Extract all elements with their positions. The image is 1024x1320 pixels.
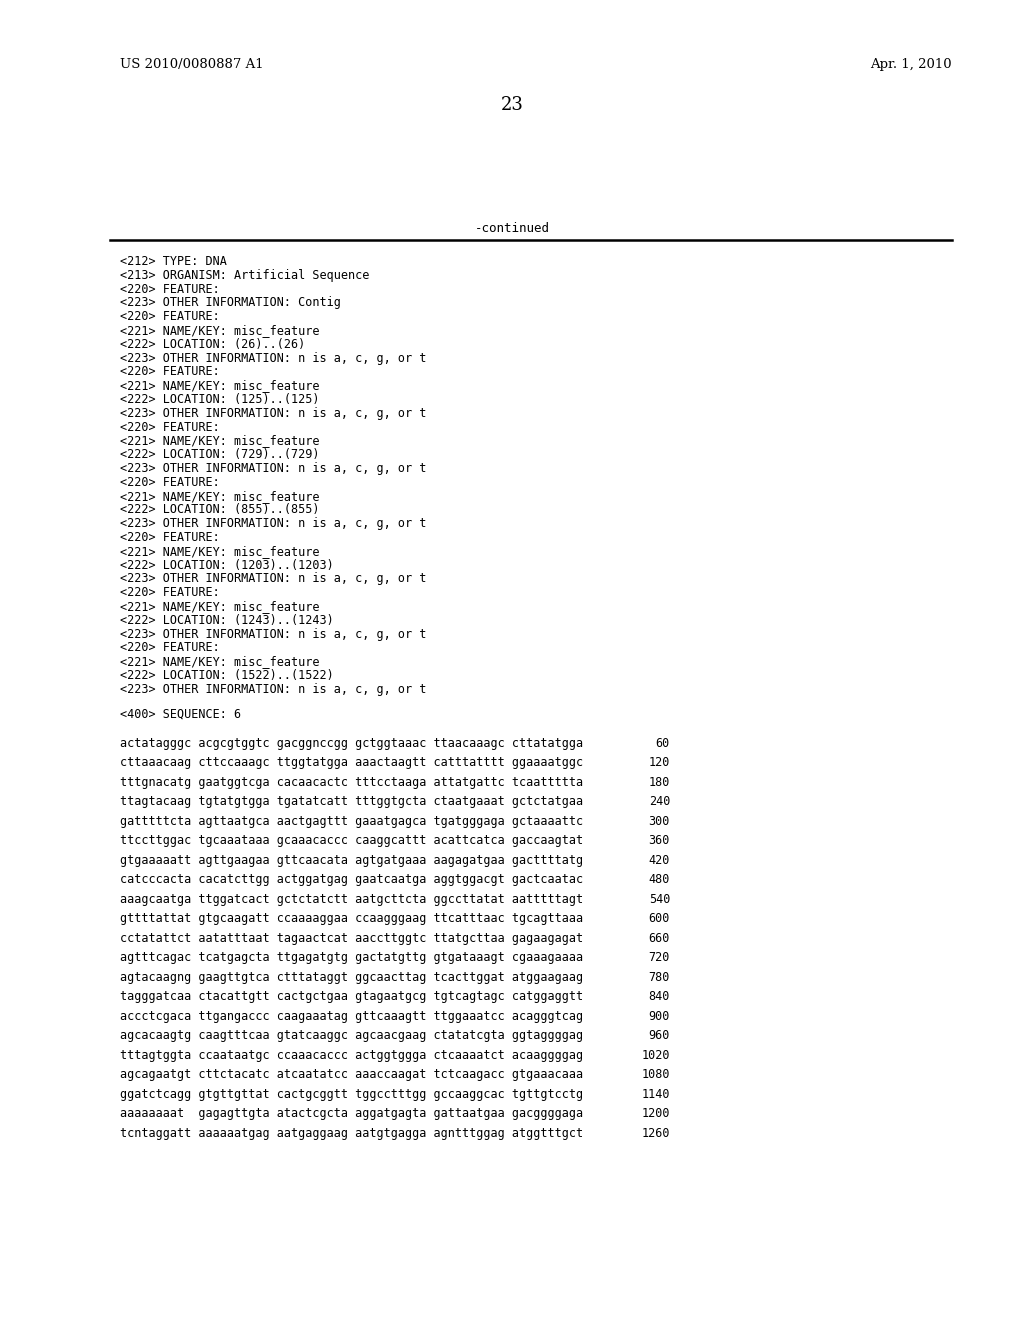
- Text: <223> OTHER INFORMATION: n is a, c, g, or t: <223> OTHER INFORMATION: n is a, c, g, o…: [120, 407, 426, 420]
- Text: agtacaagng gaagttgtca ctttataggt ggcaacttag tcacttggat atggaagaag: agtacaagng gaagttgtca ctttataggt ggcaact…: [120, 970, 583, 983]
- Text: <221> NAME/KEY: misc_feature: <221> NAME/KEY: misc_feature: [120, 545, 319, 558]
- Text: 660: 660: [648, 932, 670, 945]
- Text: tttgnacatg gaatggtcga cacaacactc tttcctaaga attatgattc tcaattttta: tttgnacatg gaatggtcga cacaacactc tttccta…: [120, 776, 583, 788]
- Text: <220> FEATURE:: <220> FEATURE:: [120, 421, 220, 433]
- Text: <223> OTHER INFORMATION: Contig: <223> OTHER INFORMATION: Contig: [120, 297, 341, 309]
- Text: gttttattat gtgcaagatt ccaaaaggaa ccaagggaag ttcatttaac tgcagttaaa: gttttattat gtgcaagatt ccaaaaggaa ccaaggg…: [120, 912, 583, 925]
- Text: <223> OTHER INFORMATION: n is a, c, g, or t: <223> OTHER INFORMATION: n is a, c, g, o…: [120, 351, 426, 364]
- Text: cttaaacaag cttccaaagc ttggtatgga aaactaagtt catttatttt ggaaaatggc: cttaaacaag cttccaaagc ttggtatgga aaactaa…: [120, 756, 583, 770]
- Text: 180: 180: [648, 776, 670, 788]
- Text: 780: 780: [648, 970, 670, 983]
- Text: <220> FEATURE:: <220> FEATURE:: [120, 642, 220, 655]
- Text: <221> NAME/KEY: misc_feature: <221> NAME/KEY: misc_feature: [120, 434, 319, 447]
- Text: 720: 720: [648, 952, 670, 964]
- Text: tcntaggatt aaaaaatgag aatgaggaag aatgtgagga agntttggag atggtttgct: tcntaggatt aaaaaatgag aatgaggaag aatgtga…: [120, 1126, 583, 1139]
- Text: <223> OTHER INFORMATION: n is a, c, g, or t: <223> OTHER INFORMATION: n is a, c, g, o…: [120, 462, 426, 475]
- Text: 480: 480: [648, 873, 670, 886]
- Text: Apr. 1, 2010: Apr. 1, 2010: [870, 58, 952, 71]
- Text: 240: 240: [648, 795, 670, 808]
- Text: <221> NAME/KEY: misc_feature: <221> NAME/KEY: misc_feature: [120, 655, 319, 668]
- Text: <220> FEATURE:: <220> FEATURE:: [120, 310, 220, 323]
- Text: actatagggc acgcgtggtc gacggnccgg gctggtaaac ttaacaaagc cttatatgga: actatagggc acgcgtggtc gacggnccgg gctggta…: [120, 737, 583, 750]
- Text: <222> LOCATION: (729)..(729): <222> LOCATION: (729)..(729): [120, 449, 319, 461]
- Text: <223> OTHER INFORMATION: n is a, c, g, or t: <223> OTHER INFORMATION: n is a, c, g, o…: [120, 573, 426, 585]
- Text: 60: 60: [655, 737, 670, 750]
- Text: 1260: 1260: [641, 1126, 670, 1139]
- Text: US 2010/0080887 A1: US 2010/0080887 A1: [120, 58, 263, 71]
- Text: <212> TYPE: DNA: <212> TYPE: DNA: [120, 255, 227, 268]
- Text: 360: 360: [648, 834, 670, 847]
- Text: aaaaaaaat  gagagttgta atactcgcta aggatgagta gattaatgaa gacggggaga: aaaaaaaat gagagttgta atactcgcta aggatgag…: [120, 1107, 583, 1121]
- Text: catcccacta cacatcttgg actggatgag gaatcaatga aggtggacgt gactcaatac: catcccacta cacatcttgg actggatgag gaatcaa…: [120, 873, 583, 886]
- Text: aaagcaatga ttggatcact gctctatctt aatgcttcta ggccttatat aatttttagt: aaagcaatga ttggatcact gctctatctt aatgctt…: [120, 892, 583, 906]
- Text: 1200: 1200: [641, 1107, 670, 1121]
- Text: <221> NAME/KEY: misc_feature: <221> NAME/KEY: misc_feature: [120, 601, 319, 612]
- Text: <400> SEQUENCE: 6: <400> SEQUENCE: 6: [120, 708, 241, 721]
- Text: 1080: 1080: [641, 1068, 670, 1081]
- Text: 300: 300: [648, 814, 670, 828]
- Text: <220> FEATURE:: <220> FEATURE:: [120, 586, 220, 599]
- Text: <222> LOCATION: (26)..(26): <222> LOCATION: (26)..(26): [120, 338, 305, 351]
- Text: <222> LOCATION: (1522)..(1522): <222> LOCATION: (1522)..(1522): [120, 669, 334, 682]
- Text: 600: 600: [648, 912, 670, 925]
- Text: cctatattct aatatttaat tagaactcat aaccttggtc ttatgcttaa gagaagagat: cctatattct aatatttaat tagaactcat aaccttg…: [120, 932, 583, 945]
- Text: 120: 120: [648, 756, 670, 770]
- Text: <223> OTHER INFORMATION: n is a, c, g, or t: <223> OTHER INFORMATION: n is a, c, g, o…: [120, 517, 426, 531]
- Text: accctcgaca ttgangaccc caagaaatag gttcaaagtt ttggaaatcc acagggtcag: accctcgaca ttgangaccc caagaaatag gttcaaa…: [120, 1010, 583, 1023]
- Text: agcacaagtg caagtttcaa gtatcaaggc agcaacgaag ctatatcgta ggtaggggag: agcacaagtg caagtttcaa gtatcaaggc agcaacg…: [120, 1030, 583, 1041]
- Text: agtttcagac tcatgagcta ttgagatgtg gactatgttg gtgataaagt cgaaagaaaa: agtttcagac tcatgagcta ttgagatgtg gactatg…: [120, 952, 583, 964]
- Text: <223> OTHER INFORMATION: n is a, c, g, or t: <223> OTHER INFORMATION: n is a, c, g, o…: [120, 627, 426, 640]
- Text: <223> OTHER INFORMATION: n is a, c, g, or t: <223> OTHER INFORMATION: n is a, c, g, o…: [120, 682, 426, 696]
- Text: 1140: 1140: [641, 1088, 670, 1101]
- Text: 900: 900: [648, 1010, 670, 1023]
- Text: <213> ORGANISM: Artificial Sequence: <213> ORGANISM: Artificial Sequence: [120, 269, 370, 281]
- Text: ttccttggac tgcaaataaa gcaaacaccc caaggcattt acattcatca gaccaagtat: ttccttggac tgcaaataaa gcaaacaccc caaggca…: [120, 834, 583, 847]
- Text: 23: 23: [501, 96, 523, 114]
- Text: <222> LOCATION: (855)..(855): <222> LOCATION: (855)..(855): [120, 503, 319, 516]
- Text: agcagaatgt cttctacatc atcaatatcc aaaccaagat tctcaagacc gtgaaacaaa: agcagaatgt cttctacatc atcaatatcc aaaccaa…: [120, 1068, 583, 1081]
- Text: <221> NAME/KEY: misc_feature: <221> NAME/KEY: misc_feature: [120, 323, 319, 337]
- Text: 420: 420: [648, 854, 670, 867]
- Text: <220> FEATURE:: <220> FEATURE:: [120, 475, 220, 488]
- Text: <220> FEATURE:: <220> FEATURE:: [120, 366, 220, 379]
- Text: 960: 960: [648, 1030, 670, 1041]
- Text: 540: 540: [648, 892, 670, 906]
- Text: gtgaaaaatt agttgaagaa gttcaacata agtgatgaaa aagagatgaa gacttttatg: gtgaaaaatt agttgaagaa gttcaacata agtgatg…: [120, 854, 583, 867]
- Text: <221> NAME/KEY: misc_feature: <221> NAME/KEY: misc_feature: [120, 379, 319, 392]
- Text: ttagtacaag tgtatgtgga tgatatcatt tttggtgcta ctaatgaaat gctctatgaa: ttagtacaag tgtatgtgga tgatatcatt tttggtg…: [120, 795, 583, 808]
- Text: <222> LOCATION: (1243)..(1243): <222> LOCATION: (1243)..(1243): [120, 614, 334, 627]
- Text: 1020: 1020: [641, 1048, 670, 1061]
- Text: <221> NAME/KEY: misc_feature: <221> NAME/KEY: misc_feature: [120, 490, 319, 503]
- Text: tttagtggta ccaataatgc ccaaacaccc actggtggga ctcaaaatct acaaggggag: tttagtggta ccaataatgc ccaaacaccc actggtg…: [120, 1048, 583, 1061]
- Text: <222> LOCATION: (1203)..(1203): <222> LOCATION: (1203)..(1203): [120, 558, 334, 572]
- Text: <220> FEATURE:: <220> FEATURE:: [120, 531, 220, 544]
- Text: 840: 840: [648, 990, 670, 1003]
- Text: <220> FEATURE:: <220> FEATURE:: [120, 282, 220, 296]
- Text: -continued: -continued: [474, 222, 550, 235]
- Text: ggatctcagg gtgttgttat cactgcggtt tggcctttgg gccaaggcac tgttgtcctg: ggatctcagg gtgttgttat cactgcggtt tggcctt…: [120, 1088, 583, 1101]
- Text: <222> LOCATION: (125)..(125): <222> LOCATION: (125)..(125): [120, 393, 319, 407]
- Text: gatttttcta agttaatgca aactgagttt gaaatgagca tgatgggaga gctaaaattc: gatttttcta agttaatgca aactgagttt gaaatga…: [120, 814, 583, 828]
- Text: tagggatcaa ctacattgtt cactgctgaa gtagaatgcg tgtcagtagc catggaggtt: tagggatcaa ctacattgtt cactgctgaa gtagaat…: [120, 990, 583, 1003]
